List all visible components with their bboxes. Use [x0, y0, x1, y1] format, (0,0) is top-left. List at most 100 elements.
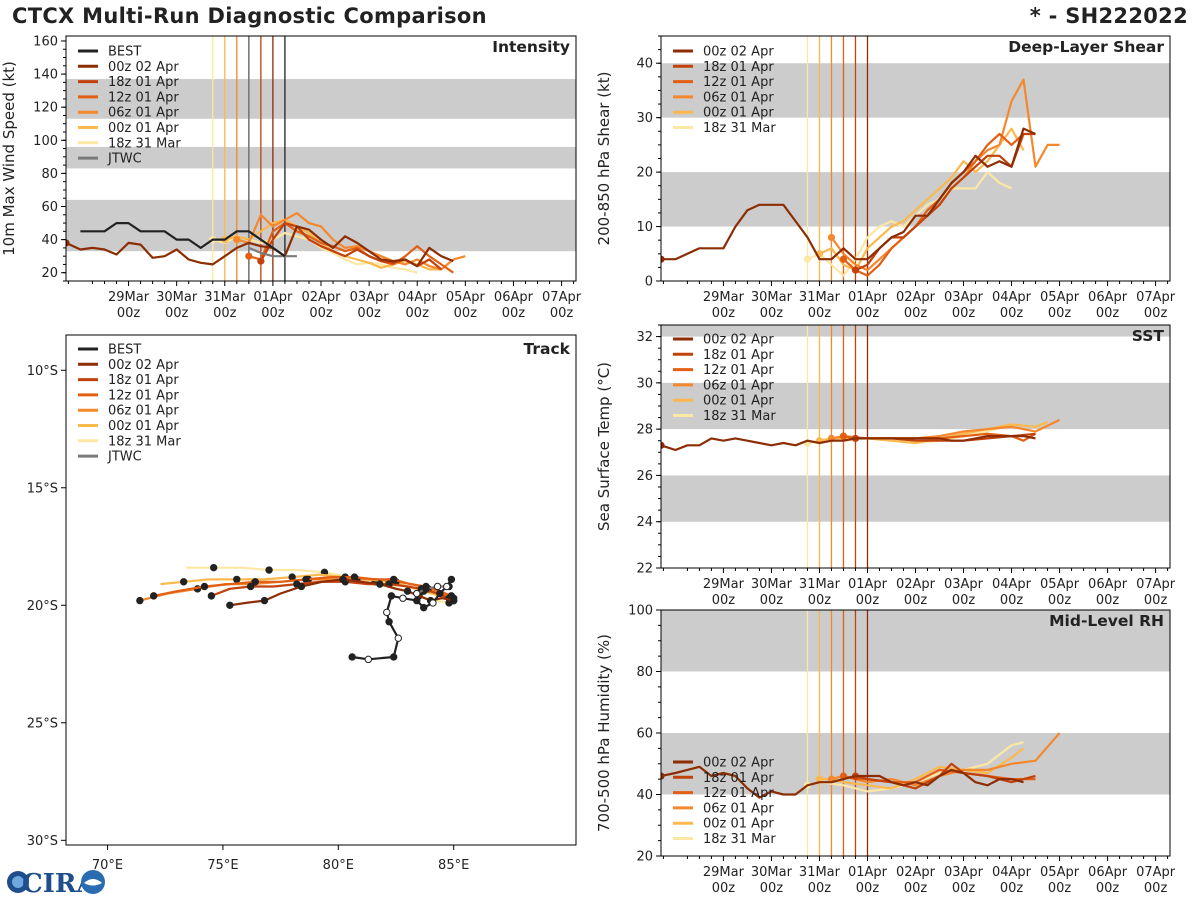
track-legend-label-best: BEST [108, 343, 141, 358]
rh-series-group [661, 732, 1061, 799]
intensity-ytick-label: 80 [41, 167, 58, 182]
intensity-series-jtwc [248, 246, 297, 258]
track-point-18z-31-mar [265, 566, 273, 574]
intensity-ytick-label: 120 [33, 101, 58, 116]
intensity-xtick-label-date: 07Apr [542, 290, 582, 305]
sst-xtick-label-date: 03Apr [944, 577, 984, 592]
track-panel: 70°E 75°E 80°E 85°E 10°S 15°S 20°S 25°S 30°S Trac… [27, 334, 577, 873]
cira-logo: CIRA [7, 869, 105, 898]
shear-legend-label-18z-31-mar: 18z 31 Mar [703, 121, 776, 136]
sst-ytick-label: 26 [636, 469, 653, 484]
intensity-xtick-label-hour: 00z [117, 306, 141, 321]
rh-xtick-label-hour: 00z [1048, 881, 1072, 896]
shear-panel-title: Deep-Layer Shear [1008, 38, 1164, 56]
rh-legend-label-18z-01-apr: 18z 01 Apr [703, 771, 774, 786]
shear-ytick-label: 10 [636, 220, 653, 235]
intensity-legend-label-best: BEST [108, 45, 141, 60]
sst-xtick-label-hour: 00z [1048, 593, 1072, 608]
track-point-18z-01-apr [207, 592, 216, 600]
intensity-xtick-label-date: 30Mar [156, 290, 198, 305]
sst-legend-label-18z-31-mar: 18z 31 Mar [703, 409, 776, 424]
track-point-best [419, 603, 428, 612]
shear-xtick-label-hour: 00z [760, 306, 784, 321]
sst-band-2 [661, 325, 1170, 337]
shear-xtick-label-date: 05Apr [1040, 290, 1080, 305]
rh-legend-label-06z-01-apr: 06z 01 Apr [703, 801, 774, 816]
sst-xtick-label-hour: 00z [760, 593, 784, 608]
track-point-00z-02-apr [376, 580, 384, 588]
sst-init-point-00z-02-apr [661, 441, 665, 449]
intensity-xtick-label-date: 05Apr [446, 290, 486, 305]
shear-legend-label-18z-01-apr: 18z 01 Apr [703, 60, 774, 75]
track-point-best [447, 575, 456, 584]
sst-legend-label-18z-01-apr: 18z 01 Apr [703, 348, 774, 363]
intensity-xtick-label-hour: 00z [502, 306, 526, 321]
rh-xtick-label-date: 30Mar [751, 865, 793, 880]
shear-xtick-label-date: 04Apr [992, 290, 1032, 305]
shear-xtick-label-hour: 00z [1096, 306, 1120, 321]
intensity-xtick-label-hour: 00z [213, 306, 237, 321]
intensity-xtick-label-hour: 00z [406, 306, 430, 321]
shear-band-1 [661, 63, 1170, 118]
rh-band-1 [661, 610, 1170, 672]
rh-legend-label-18z-31-mar: 18z 31 Mar [703, 832, 776, 847]
intensity-ytick-label: 160 [33, 34, 58, 49]
sst-xtick-label-hour: 00z [952, 593, 976, 608]
track-legend-label-jtwc: JTWC [107, 450, 142, 465]
intensity-legend-label-18z-31-mar: 18z 31 Mar [108, 136, 181, 151]
track-point-best [385, 618, 393, 626]
track-point-18z-01-apr [246, 582, 255, 591]
sst-series-00z-02-apr [661, 435, 1036, 452]
intensity-legend-label-00z-02-apr: 00z 02 Apr [108, 60, 179, 75]
intensity-legend-label-06z-01-apr: 06z 01 Apr [108, 106, 179, 121]
intensity-init-point-06z-01-apr [233, 236, 241, 244]
intensity-band-1 [66, 146, 576, 169]
intensity-xtick-label-date: 29Mar [108, 290, 150, 305]
rh-xtick-label-date: 01Apr [848, 865, 888, 880]
intensity-ytick-label: 140 [33, 68, 58, 83]
intensity-xtick-label-hour: 00z [357, 306, 381, 321]
intensity-ytick-label: 60 [41, 200, 58, 215]
rh-legend-label-00z-02-apr: 00z 02 Apr [703, 756, 774, 771]
sst-legend-label-12z-01-apr: 12z 01 Apr [703, 363, 774, 378]
sst-band-1 [661, 382, 1170, 430]
sst-series-group [661, 418, 1061, 452]
sst-init-point-12z-01-apr [839, 432, 848, 440]
rh-xtick-label-hour: 00z [1096, 881, 1120, 896]
sst-xtick-label-date: 06Apr [1088, 577, 1128, 592]
sst-xtick-label-hour: 00z [808, 593, 832, 608]
shear-panel: 01020304029Mar00z30Mar00z31Mar00z01Apr00… [595, 35, 1176, 321]
track-point-12z-01-apr [149, 592, 158, 600]
shear-ytick-label: 30 [636, 111, 653, 126]
rh-legend-label-00z-01-apr: 00z 01 Apr [703, 817, 774, 832]
rh-xtick-label-hour: 00z [1000, 881, 1024, 896]
intensity-xtick-label-hour: 00z [550, 306, 574, 321]
intensity-xtick-label-date: 02Apr [301, 290, 341, 305]
intensity-xtick-label-date: 31Mar [204, 290, 246, 305]
intensity-xtick-label-hour: 00z [261, 306, 285, 321]
track-point-best [364, 655, 373, 664]
intensity-xtick-label-date: 01Apr [253, 290, 293, 305]
rh-xtick-label-hour: 00z [856, 881, 880, 896]
shear-series-00z-02-apr [661, 127, 1036, 261]
track-point-jtwc [433, 582, 442, 591]
track-point-00z-02-apr [297, 582, 306, 591]
shear-legend-label-12z-01-apr: 12z 01 Apr [703, 75, 774, 90]
logo-globe-inner-icon [12, 876, 24, 888]
rh-xtick-label-date: 02Apr [896, 865, 936, 880]
sst-ytick-label: 30 [636, 376, 653, 391]
sst-xtick-label-date: 02Apr [896, 577, 936, 592]
shear-xtick-label-date: 31Mar [799, 290, 841, 305]
track-ytick-label: 15°S [27, 481, 58, 496]
shear-xtick-label-hour: 00z [1144, 306, 1168, 321]
rh-xtick-label-hour: 00z [904, 881, 928, 896]
shear-ytick-label: 0 [645, 275, 653, 290]
track-point-12z-01-apr [251, 578, 259, 586]
track-point-00z-01-apr [288, 573, 296, 581]
intensity-series-00z-02-apr [66, 225, 454, 268]
track-point-12z-01-apr [302, 575, 310, 584]
sst-panel-title: SST [1132, 327, 1165, 345]
rh-ytick-label: 60 [636, 727, 653, 742]
